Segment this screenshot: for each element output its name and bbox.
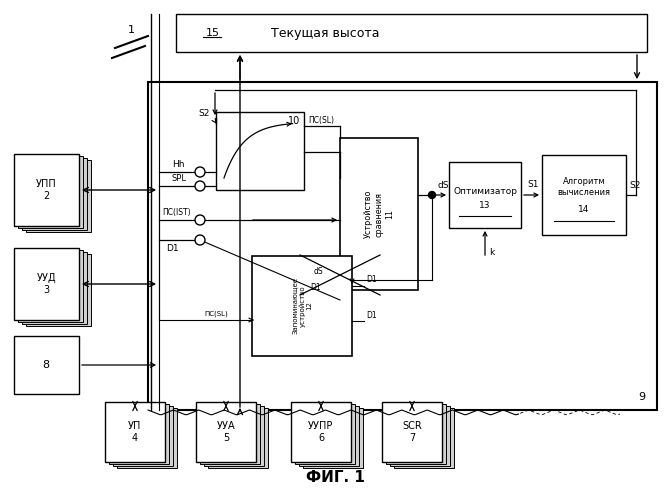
Bar bbox=[200, 404, 260, 464]
Text: Текущая высота: Текущая высота bbox=[271, 26, 380, 39]
Bar bbox=[18, 156, 83, 228]
Bar bbox=[22, 252, 87, 324]
Bar bbox=[340, 138, 418, 290]
Bar bbox=[18, 250, 83, 322]
Text: D1: D1 bbox=[310, 282, 321, 291]
Bar bbox=[390, 406, 450, 466]
Text: Устройство
сравнения
11: Устройство сравнения 11 bbox=[364, 190, 394, 238]
Text: ПС(IST): ПС(IST) bbox=[162, 208, 191, 217]
Text: SPL: SPL bbox=[172, 174, 187, 183]
Bar bbox=[382, 402, 442, 462]
Text: 13: 13 bbox=[479, 201, 491, 210]
Bar bbox=[291, 402, 351, 462]
Bar bbox=[299, 406, 359, 466]
Text: S2: S2 bbox=[629, 181, 640, 190]
Bar bbox=[176, 14, 647, 52]
Text: УУД
3: УУД 3 bbox=[37, 273, 56, 295]
Bar bbox=[216, 112, 304, 190]
Bar bbox=[117, 408, 177, 468]
Text: 15: 15 bbox=[206, 28, 220, 38]
Text: D1: D1 bbox=[166, 244, 178, 252]
Bar bbox=[26, 254, 91, 326]
Text: УУА
5: УУА 5 bbox=[217, 421, 236, 443]
Text: 10: 10 bbox=[288, 116, 300, 126]
Bar bbox=[105, 402, 165, 462]
Text: ПС(SL): ПС(SL) bbox=[204, 311, 227, 317]
Bar bbox=[252, 256, 352, 356]
Text: Запоминающее
устройство
12: Запоминающее устройство 12 bbox=[292, 277, 312, 334]
Bar bbox=[148, 82, 657, 410]
Text: D1: D1 bbox=[366, 310, 376, 319]
Text: dS: dS bbox=[314, 266, 323, 275]
Circle shape bbox=[195, 181, 205, 191]
Text: 14: 14 bbox=[578, 205, 590, 214]
Text: 8: 8 bbox=[42, 360, 50, 370]
Bar bbox=[14, 336, 79, 394]
Text: Hh: Hh bbox=[172, 160, 185, 169]
Bar bbox=[394, 408, 454, 468]
Bar bbox=[542, 155, 626, 235]
Text: k: k bbox=[489, 248, 495, 256]
Circle shape bbox=[195, 235, 205, 245]
Text: ПС(SL): ПС(SL) bbox=[308, 115, 334, 124]
Bar bbox=[109, 404, 169, 464]
Text: Алгоритм
вычисления: Алгоритм вычисления bbox=[558, 177, 611, 197]
Text: УП
4: УП 4 bbox=[128, 421, 142, 443]
Circle shape bbox=[195, 215, 205, 225]
Text: D1: D1 bbox=[366, 275, 376, 284]
Bar bbox=[386, 404, 446, 464]
Bar bbox=[22, 158, 87, 230]
Text: 9: 9 bbox=[638, 392, 645, 402]
Bar bbox=[449, 162, 521, 228]
Text: SCR
7: SCR 7 bbox=[402, 421, 422, 443]
Bar bbox=[208, 408, 268, 468]
Bar bbox=[204, 406, 264, 466]
Text: S2: S2 bbox=[198, 108, 209, 117]
Circle shape bbox=[195, 167, 205, 177]
Bar bbox=[113, 406, 173, 466]
Circle shape bbox=[429, 192, 435, 199]
Text: dS: dS bbox=[437, 181, 448, 190]
Bar bbox=[303, 408, 363, 468]
Bar bbox=[26, 160, 91, 232]
Bar bbox=[196, 402, 256, 462]
Text: ФИГ. 1: ФИГ. 1 bbox=[306, 470, 365, 485]
Bar bbox=[14, 248, 79, 320]
Text: S1: S1 bbox=[527, 180, 539, 189]
Text: УУПР
6: УУПР 6 bbox=[308, 421, 333, 443]
Bar bbox=[295, 404, 355, 464]
Bar bbox=[14, 154, 79, 226]
Text: УПП
2: УПП 2 bbox=[36, 179, 57, 201]
Text: Оптимизатор: Оптимизатор bbox=[453, 187, 517, 196]
Text: 1: 1 bbox=[128, 25, 135, 35]
